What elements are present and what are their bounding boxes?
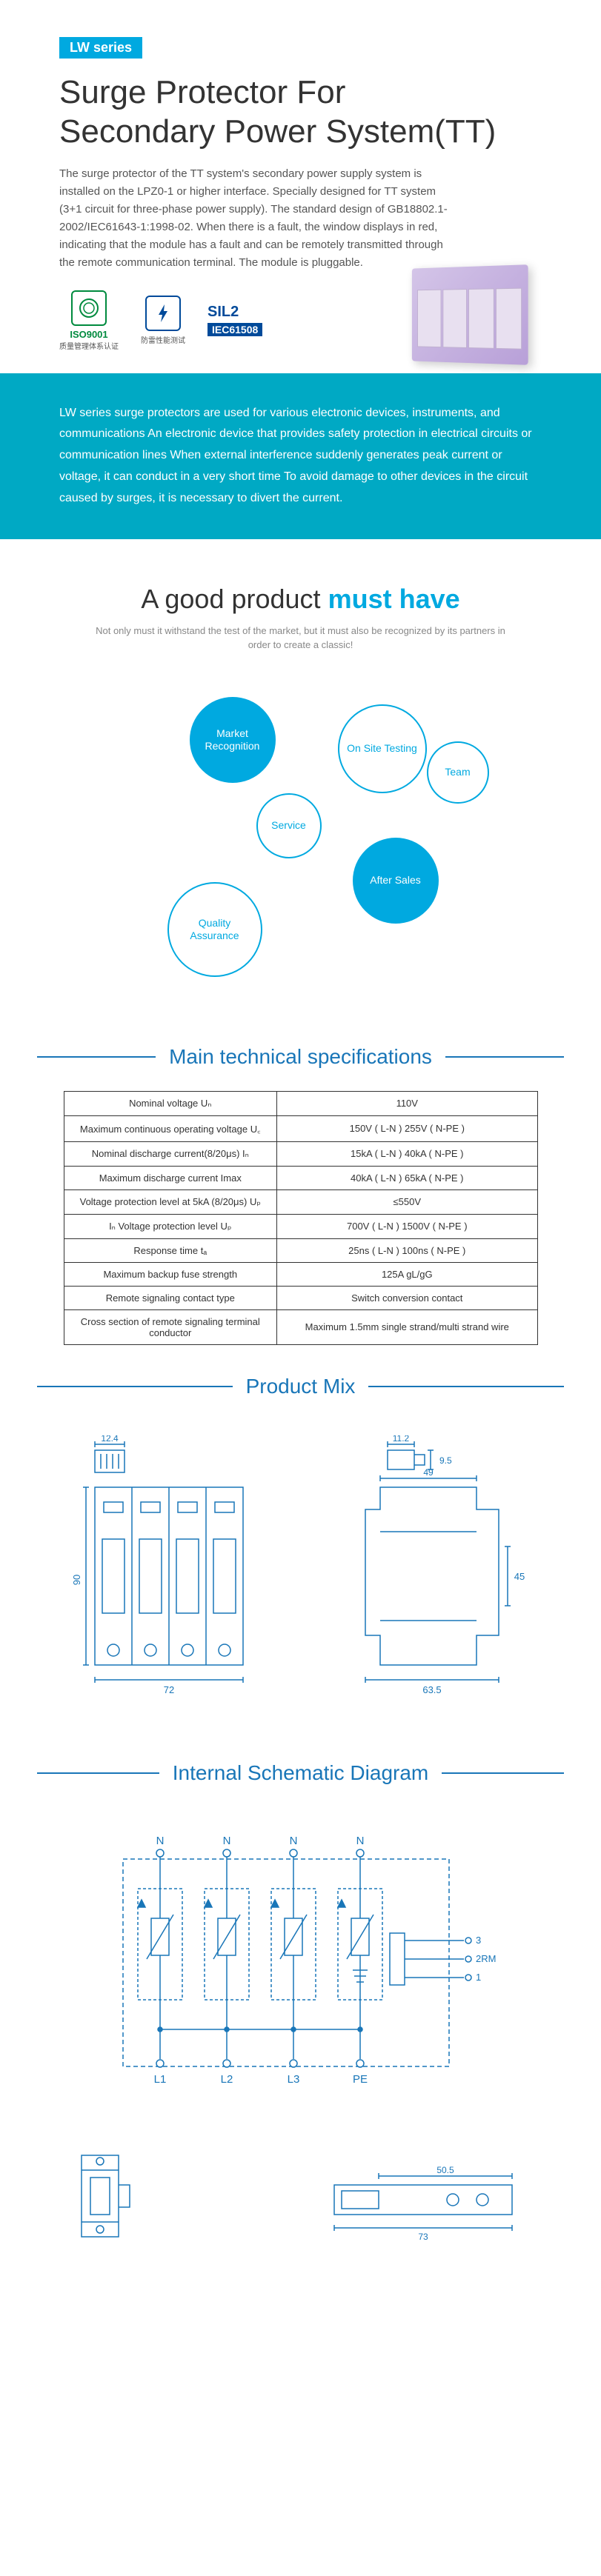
iso-label: ISO9001 <box>70 329 107 340</box>
table-cell: Switch conversion contact <box>277 1286 537 1309</box>
svg-text:L3: L3 <box>287 2073 299 2086</box>
iso-sublabel: 质量管理体系认证 <box>59 340 119 351</box>
table-cell: Nominal discharge current(8/20μs) Iₙ <box>64 1141 277 1166</box>
product-image <box>408 267 557 385</box>
product-mix-diagrams: 12.4 90 72 <box>0 1421 601 1732</box>
specs-title: Main technical specifications <box>169 1045 432 1069</box>
svg-text:45: 45 <box>514 1571 525 1582</box>
sil-bottom: IEC61508 <box>207 323 262 336</box>
footer-diagrams: 50.5 73 <box>0 2133 601 2296</box>
bubble: Market Recognition <box>190 697 276 783</box>
section-header-schematic: Internal Schematic Diagram <box>0 1754 601 1792</box>
svg-text:N: N <box>156 1835 164 1847</box>
svg-text:11.2: 11.2 <box>393 1435 410 1444</box>
svg-text:63.5: 63.5 <box>423 1684 442 1695</box>
table-cell: Voltage protection level at 5kA (8/20μs)… <box>64 1189 277 1214</box>
table-cell: 125A gL/gG <box>277 1262 537 1286</box>
sil-top: SIL2 <box>207 304 239 320</box>
table-cell: Response time tₐ <box>64 1238 277 1262</box>
table-row: Nominal discharge current(8/20μs) Iₙ15kA… <box>64 1141 537 1166</box>
schematic-title: Internal Schematic Diagram <box>173 1761 428 1785</box>
table-row: Voltage protection level at 5kA (8/20μs)… <box>64 1189 537 1214</box>
bubble: Quality Assurance <box>167 882 262 977</box>
svg-text:3: 3 <box>476 1935 481 1946</box>
table-cell: ≤550V <box>277 1189 537 1214</box>
good-product-section: A good product must have Not only must i… <box>0 539 601 1015</box>
bubble: Team <box>427 741 489 804</box>
table-cell: 150V ( L-N ) 255V ( N-PE ) <box>277 1115 537 1141</box>
sil-badge: SIL2 IEC61508 <box>207 304 262 338</box>
footer-left-view <box>59 2148 148 2252</box>
table-cell: 700V ( L-N ) 1500V ( N-PE ) <box>277 1214 537 1238</box>
table-row: Iₙ Voltage protection level Uₚ700V ( L-N… <box>64 1214 537 1238</box>
table-cell: Maximum backup fuse strength <box>64 1262 277 1286</box>
teal-description-band: LW series surge protectors are used for … <box>0 373 601 539</box>
svg-text:73: 73 <box>418 2232 428 2242</box>
cert-lightning: 防雷性能测试 <box>141 296 185 345</box>
bubble: On Site Testing <box>338 704 427 793</box>
bubble: After Sales <box>353 838 439 924</box>
cert-sil: SIL2 IEC61508 <box>207 304 262 338</box>
mix-side-view: 11.2 9.5 49 45 63.5 <box>343 1435 536 1702</box>
table-cell: 25ns ( L-N ) 100ns ( N-PE ) <box>277 1238 537 1262</box>
svg-text:9.5: 9.5 <box>439 1455 452 1466</box>
table-cell: Remote signaling contact type <box>64 1286 277 1309</box>
device-body <box>412 264 528 365</box>
lightning-label: 防雷性能测试 <box>141 334 185 345</box>
header-section: LW series Surge Protector For Secondary … <box>0 0 601 373</box>
table-row: Nominal voltage Uₙ110V <box>64 1091 537 1115</box>
table-cell: Nominal voltage Uₙ <box>64 1091 277 1115</box>
table-row: Cross section of remote signaling termin… <box>64 1309 537 1344</box>
svg-text:12.4: 12.4 <box>101 1435 119 1444</box>
mix-front-view: 12.4 90 72 <box>65 1435 273 1702</box>
cert-iso: ISO9001 质量管理体系认证 <box>59 290 119 351</box>
svg-text:72: 72 <box>164 1684 174 1695</box>
table-cell: Maximum continuous operating voltage U꜀ <box>64 1115 277 1141</box>
section-header-mix: Product Mix <box>0 1367 601 1406</box>
svg-text:PE: PE <box>352 2073 367 2086</box>
good-product-title: A good product must have <box>59 584 542 615</box>
bubble-diagram: Market Recognition On Site TestingTeam Ser… <box>108 675 494 986</box>
iso-icon <box>71 290 107 326</box>
svg-text:1: 1 <box>476 1972 481 1983</box>
table-cell: 40kA ( L-N ) 65kA ( N-PE ) <box>277 1166 537 1189</box>
intro-paragraph: The surge protector of the TT system's s… <box>59 165 459 272</box>
gp-title-highlight: must have <box>328 584 460 614</box>
bubble: Service <box>256 793 322 858</box>
section-header-specs: Main technical specifications <box>0 1038 601 1076</box>
title-line-2: Secondary Power System(TT) <box>59 113 496 150</box>
spec-table: Nominal voltage Uₙ110VMaximum continuous… <box>64 1091 538 1345</box>
teal-text: LW series surge protectors are used for … <box>59 403 542 510</box>
table-row: Maximum backup fuse strength125A gL/gG <box>64 1262 537 1286</box>
lightning-icon <box>145 296 181 331</box>
table-row: Maximum discharge current Imax40kA ( L-N… <box>64 1166 537 1189</box>
schematic-diagram: N L1 N L2 N L3 N PE 3 2RM 1 <box>0 1807 601 2133</box>
table-cell: Maximum discharge current Imax <box>64 1166 277 1189</box>
series-tag: LW series <box>59 37 142 59</box>
table-cell: Cross section of remote signaling termin… <box>64 1309 277 1344</box>
table-cell: 15kA ( L-N ) 40kA ( N-PE ) <box>277 1141 537 1166</box>
table-cell: 110V <box>277 1091 537 1115</box>
page-title: Surge Protector For Secondary Power Syst… <box>59 73 542 152</box>
table-cell: Iₙ Voltage protection level Uₚ <box>64 1214 277 1238</box>
svg-text:L1: L1 <box>153 2073 166 2086</box>
svg-text:L2: L2 <box>220 2073 233 2086</box>
gp-title-plain: A good product <box>141 584 328 614</box>
svg-text:N: N <box>289 1835 297 1847</box>
svg-text:N: N <box>222 1835 230 1847</box>
table-row: Remote signaling contact typeSwitch conv… <box>64 1286 537 1309</box>
svg-text:2RM: 2RM <box>476 1953 496 1964</box>
svg-text:49: 49 <box>424 1467 434 1478</box>
table-cell: Maximum 1.5mm single strand/multi strand… <box>277 1309 537 1344</box>
good-product-subtitle: Not only must it withstand the test of t… <box>93 624 508 653</box>
svg-text:50.5: 50.5 <box>436 2165 454 2175</box>
table-row: Response time tₐ25ns ( L-N ) 100ns ( N-P… <box>64 1238 537 1262</box>
title-line-1: Surge Protector For <box>59 74 345 110</box>
footer-right-view: 50.5 73 <box>305 2163 542 2252</box>
svg-text:90: 90 <box>71 1574 82 1584</box>
table-row: Maximum continuous operating voltage U꜀1… <box>64 1115 537 1141</box>
mix-title: Product Mix <box>246 1375 356 1398</box>
svg-text:N: N <box>356 1835 364 1847</box>
